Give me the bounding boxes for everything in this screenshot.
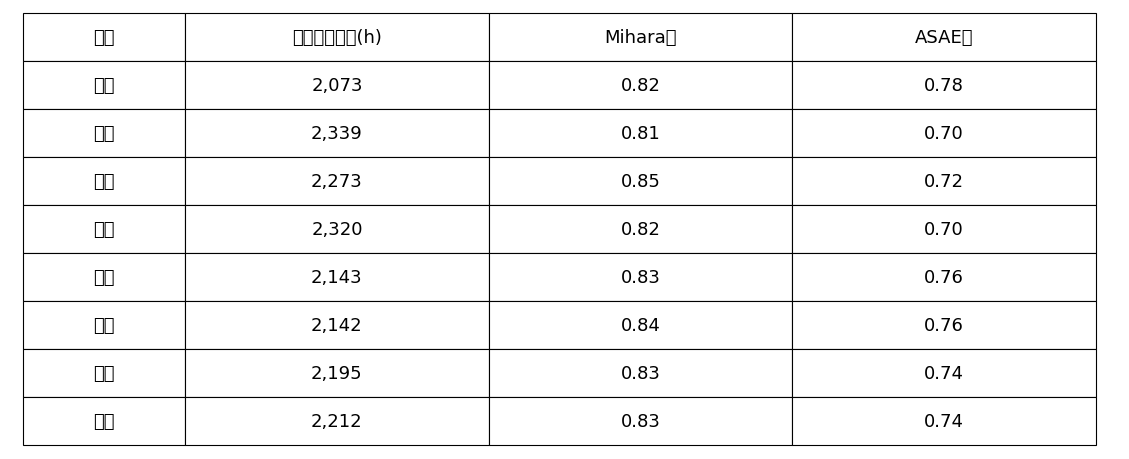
Text: 0.74: 0.74 — [924, 364, 964, 382]
Bar — [793, 349, 1095, 397]
Bar — [185, 62, 489, 110]
Text: 0.83: 0.83 — [621, 364, 660, 382]
Bar — [23, 397, 185, 445]
Bar — [793, 14, 1095, 62]
Text: 0.84: 0.84 — [621, 316, 660, 334]
Text: 0.81: 0.81 — [621, 125, 660, 143]
Text: 0.82: 0.82 — [621, 77, 660, 95]
Text: 2,143: 2,143 — [312, 269, 362, 286]
Text: Mihara식: Mihara식 — [604, 29, 676, 47]
Bar — [23, 110, 185, 157]
Bar — [793, 157, 1095, 206]
Text: 0.82: 0.82 — [621, 220, 660, 239]
Bar — [489, 110, 793, 157]
Text: 대구: 대구 — [93, 173, 115, 190]
Bar — [23, 62, 185, 110]
Bar — [23, 349, 185, 397]
Bar — [185, 302, 489, 349]
Bar — [23, 157, 185, 206]
Bar — [489, 349, 793, 397]
Text: 부산: 부산 — [93, 125, 115, 143]
Text: 대전: 대전 — [93, 269, 115, 286]
Text: 0.70: 0.70 — [924, 220, 964, 239]
Bar — [489, 302, 793, 349]
Bar — [23, 14, 185, 62]
Text: 2,273: 2,273 — [310, 173, 362, 190]
Bar — [185, 397, 489, 445]
Text: 연간일조시간(h): 연간일조시간(h) — [292, 29, 382, 47]
Bar — [23, 302, 185, 349]
Text: 0.76: 0.76 — [924, 316, 964, 334]
Text: 2,142: 2,142 — [312, 316, 362, 334]
Text: 0.83: 0.83 — [621, 269, 660, 286]
Bar — [185, 253, 489, 302]
Bar — [793, 110, 1095, 157]
Bar — [185, 349, 489, 397]
Bar — [793, 62, 1095, 110]
Text: 0.78: 0.78 — [924, 77, 964, 95]
Bar — [23, 253, 185, 302]
Bar — [489, 253, 793, 302]
Bar — [489, 62, 793, 110]
Text: 0.76: 0.76 — [924, 269, 964, 286]
Text: 0.74: 0.74 — [924, 412, 964, 430]
Text: ASAE식: ASAE식 — [914, 29, 973, 47]
Text: 2,195: 2,195 — [312, 364, 362, 382]
Text: 0.85: 0.85 — [621, 173, 660, 190]
Text: 울산: 울산 — [93, 364, 115, 382]
Bar — [793, 397, 1095, 445]
Text: 2,212: 2,212 — [312, 412, 362, 430]
Bar — [793, 253, 1095, 302]
Text: 인천: 인천 — [93, 220, 115, 239]
Bar — [185, 110, 489, 157]
Bar — [489, 206, 793, 253]
Bar — [793, 206, 1095, 253]
Text: 평균: 평균 — [93, 412, 115, 430]
Bar — [489, 397, 793, 445]
Text: 2,339: 2,339 — [310, 125, 362, 143]
Text: 광주: 광주 — [93, 316, 115, 334]
Text: 서울: 서울 — [93, 77, 115, 95]
Bar — [185, 14, 489, 62]
Bar — [185, 157, 489, 206]
Bar — [793, 302, 1095, 349]
Bar — [489, 157, 793, 206]
Bar — [489, 14, 793, 62]
Bar — [23, 206, 185, 253]
Bar — [185, 206, 489, 253]
Text: 0.70: 0.70 — [924, 125, 964, 143]
Text: 2,073: 2,073 — [312, 77, 362, 95]
Text: 2,320: 2,320 — [312, 220, 362, 239]
Text: 지역: 지역 — [93, 29, 115, 47]
Text: 0.83: 0.83 — [621, 412, 660, 430]
Text: 0.72: 0.72 — [924, 173, 964, 190]
